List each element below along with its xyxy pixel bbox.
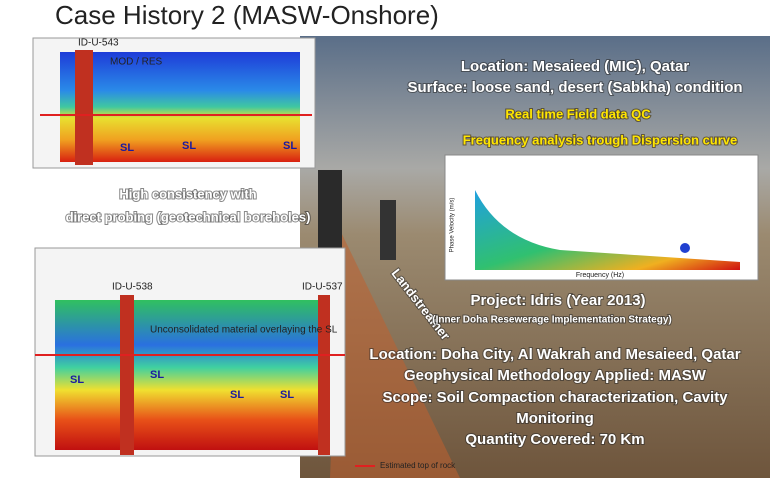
consistency: direct probing (geotechnical boreholes) [66, 209, 311, 224]
panel-label: MOD / RES [110, 57, 163, 68]
surface: Surface: loose sand, desert (Sabkha) con… [407, 79, 742, 96]
soil-label: SL [70, 374, 84, 386]
soil-label: SL [182, 140, 196, 152]
soil-label: SL [280, 389, 294, 401]
borehole [318, 295, 330, 455]
panel-note: Unconsolidated material overlaying the S… [150, 325, 338, 336]
project-line: Monitoring [516, 410, 593, 427]
dispersion-image [475, 190, 740, 270]
consistency: High consistency with [119, 186, 256, 201]
borehole-label: ID-U-543 [78, 38, 119, 49]
project-line: Scope: Soil Compaction characterization,… [382, 389, 728, 406]
y-axis-label: Phase Velocity (m/s) [450, 198, 456, 253]
project-line: Geophysical Methodology Applied: MASW [404, 367, 707, 384]
soil-label: SL [230, 389, 244, 401]
soil-label: SL [120, 142, 134, 154]
soil-label: SL [150, 369, 164, 381]
x-axis-label: Frequency (Hz) [576, 272, 624, 279]
project-name: Project: Idris (Year 2013) [470, 292, 645, 309]
top-section-image [60, 52, 300, 162]
borehole [75, 50, 93, 165]
qc: Real time Field data QC [505, 106, 651, 121]
frequency: Frequency analysis trough Dispersion cur… [463, 132, 738, 147]
legend-label: Estimated top of rock [380, 461, 456, 470]
borehole-label: ID-U-537 [302, 282, 343, 293]
worker [380, 200, 396, 260]
project-subtitle: (Inner Doha Resewerage Implementation St… [432, 315, 672, 326]
streamer [330, 230, 460, 478]
bottom-section-image [55, 300, 330, 450]
borehole [120, 295, 134, 455]
borehole-label: ID-U-538 [112, 282, 153, 293]
project-line: Location: Doha City, Al Wakrah and Mesai… [369, 346, 740, 363]
location: Location: Mesaieed (MIC), Qatar [461, 58, 690, 75]
project-line: Quantity Covered: 70 Km [465, 431, 644, 448]
soil-label: SL [283, 140, 297, 152]
slide-title: Case History 2 (MASW-Onshore) [55, 0, 439, 30]
dispersion-spot [680, 243, 690, 253]
